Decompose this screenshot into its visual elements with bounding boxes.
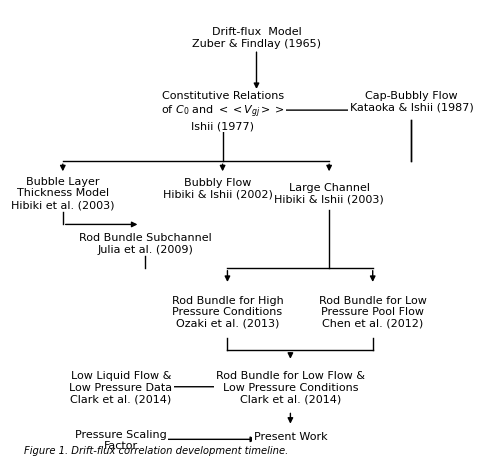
- Text: Drift-flux  Model
Zuber & Findlay (1965): Drift-flux Model Zuber & Findlay (1965): [192, 27, 321, 49]
- Text: Bubbly Flow
Hibiki & Ishii (2002): Bubbly Flow Hibiki & Ishii (2002): [163, 178, 272, 199]
- Text: Large Channel
Hibiki & Ishii (2003): Large Channel Hibiki & Ishii (2003): [274, 182, 384, 204]
- Text: Bubble Layer
Thickness Model
Hibiki et al. (2003): Bubble Layer Thickness Model Hibiki et a…: [11, 176, 115, 210]
- Text: Constitutive Relations
of $C_0$ and $<<$$V_{gj}$$>>$
Ishii (1977): Constitutive Relations of $C_0$ and $<<$…: [161, 91, 284, 131]
- Text: Low Liquid Flow &
Low Pressure Data
Clark et al. (2014): Low Liquid Flow & Low Pressure Data Clar…: [70, 370, 172, 403]
- Text: Present Work: Present Work: [254, 431, 327, 441]
- Text: Rod Bundle for Low
Pressure Pool Flow
Chen et al. (2012): Rod Bundle for Low Pressure Pool Flow Ch…: [319, 295, 426, 328]
- Text: Rod Bundle for Low Flow &
Low Pressure Conditions
Clark et al. (2014): Rod Bundle for Low Flow & Low Pressure C…: [216, 370, 365, 403]
- Text: Rod Bundle for High
Pressure Conditions
Ozaki et al. (2013): Rod Bundle for High Pressure Conditions …: [172, 295, 283, 328]
- Text: Pressure Scaling
Factor: Pressure Scaling Factor: [75, 429, 167, 450]
- Text: Rod Bundle Subchannel
Julia et al. (2009): Rod Bundle Subchannel Julia et al. (2009…: [79, 232, 212, 254]
- Text: Cap-Bubbly Flow
Kataoka & Ishii (1987): Cap-Bubbly Flow Kataoka & Ishii (1987): [350, 91, 474, 112]
- Text: Figure 1. Drift-flux correlation development timeline.: Figure 1. Drift-flux correlation develop…: [24, 445, 288, 455]
